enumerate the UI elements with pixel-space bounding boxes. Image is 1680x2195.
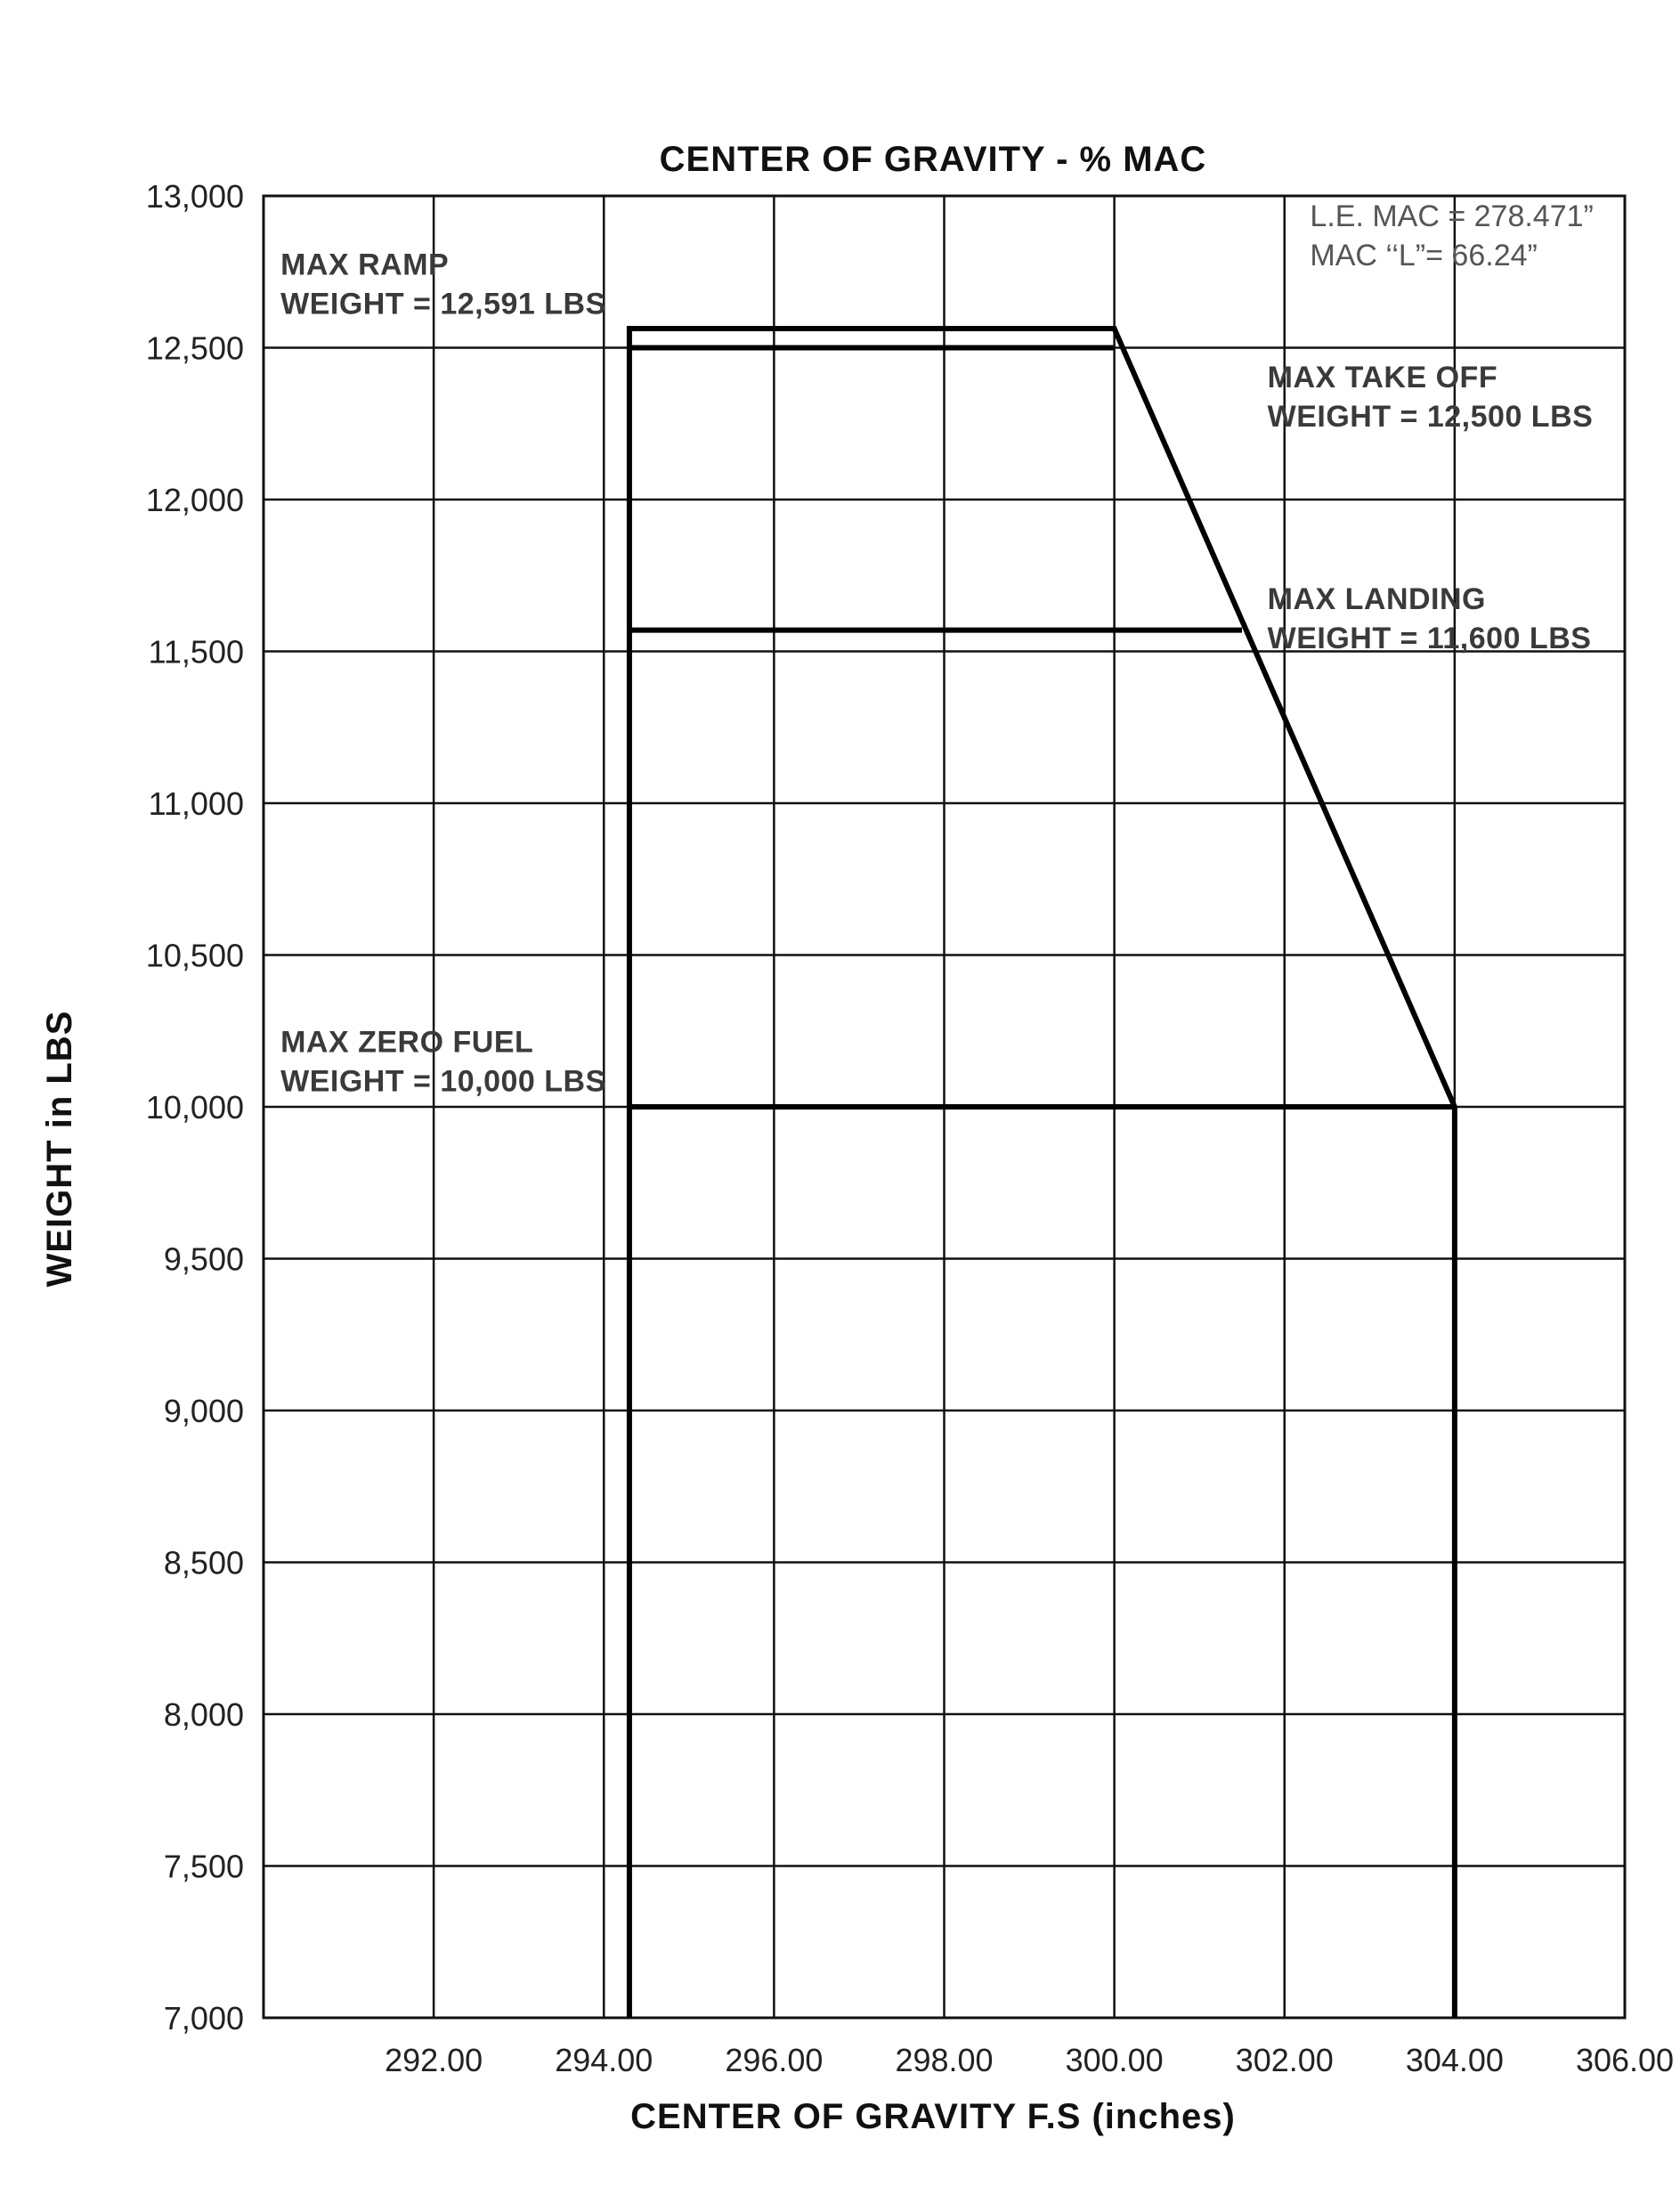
x-tick-label: 296.00 xyxy=(725,2042,823,2078)
x-axis-label: CENTER OF GRAVITY F.S (inches) xyxy=(630,2097,1236,2136)
annotation-text: WEIGHT = 12,500 LBS xyxy=(1268,400,1594,434)
y-tick-label: 8,000 xyxy=(164,1696,244,1733)
tick-labels: 292.00 294.00 296.00 298.00 300.00 302.00 304.… xyxy=(146,178,1674,2078)
x-tick-label: 300.00 xyxy=(1066,2042,1164,2078)
y-tick-label: 8,500 xyxy=(164,1545,244,1581)
cg-envelope-line xyxy=(626,326,1457,2018)
annotation-text: MAC ‘‘L”= 66.24” xyxy=(1310,239,1537,272)
x-tick-label: 304.00 xyxy=(1406,2042,1504,2078)
y-tick-label: 11,500 xyxy=(149,634,244,671)
annotation-text: MAX RAMP xyxy=(280,248,449,282)
y-tick-label: 7,000 xyxy=(164,2000,244,2036)
y-tick-label: 12,000 xyxy=(146,482,244,518)
envelope-lines xyxy=(626,326,1457,2018)
y-tick-label: 12,500 xyxy=(146,330,244,367)
annotation-text: MAX TAKE OFF xyxy=(1268,361,1497,394)
x-tick-label: 298.00 xyxy=(895,2042,993,2078)
annotation-text: WEIGHT = 10,000 LBS xyxy=(280,1065,606,1099)
annotation-text: MAX LANDING xyxy=(1268,582,1486,616)
y-axis-label: WEIGHT in LBS xyxy=(40,1011,79,1288)
x-tick-label: 294.00 xyxy=(555,2042,653,2078)
x-tick-label: 292.00 xyxy=(385,2042,483,2078)
y-tick-label: 9,500 xyxy=(164,1241,244,1278)
x-tick-label: 306.00 xyxy=(1576,2042,1674,2078)
y-tick-label: 13,000 xyxy=(146,178,244,215)
x-tick-label: 302.00 xyxy=(1236,2042,1334,2078)
chart-title: CENTER OF GRAVITY - % MAC xyxy=(660,140,1207,179)
y-tick-label: 7,500 xyxy=(164,1849,244,1885)
annotation-text: WEIGHT = 12,591 LBS xyxy=(280,288,606,321)
annotation-text: WEIGHT = 11,600 LBS xyxy=(1268,622,1592,655)
annotation-text: L.E. MAC = 278.471” xyxy=(1310,199,1593,233)
y-tick-label: 9,000 xyxy=(164,1393,244,1429)
annotations: MAX RAMP WEIGHT = 12,591 LBS MAX TAKE OFF W… xyxy=(280,199,1594,1099)
y-tick-label: 10,000 xyxy=(146,1089,244,1126)
annotation-text: MAX ZERO FUEL xyxy=(280,1026,533,1060)
y-tick-label: 11,000 xyxy=(149,785,244,822)
y-tick-label: 10,500 xyxy=(146,938,244,974)
